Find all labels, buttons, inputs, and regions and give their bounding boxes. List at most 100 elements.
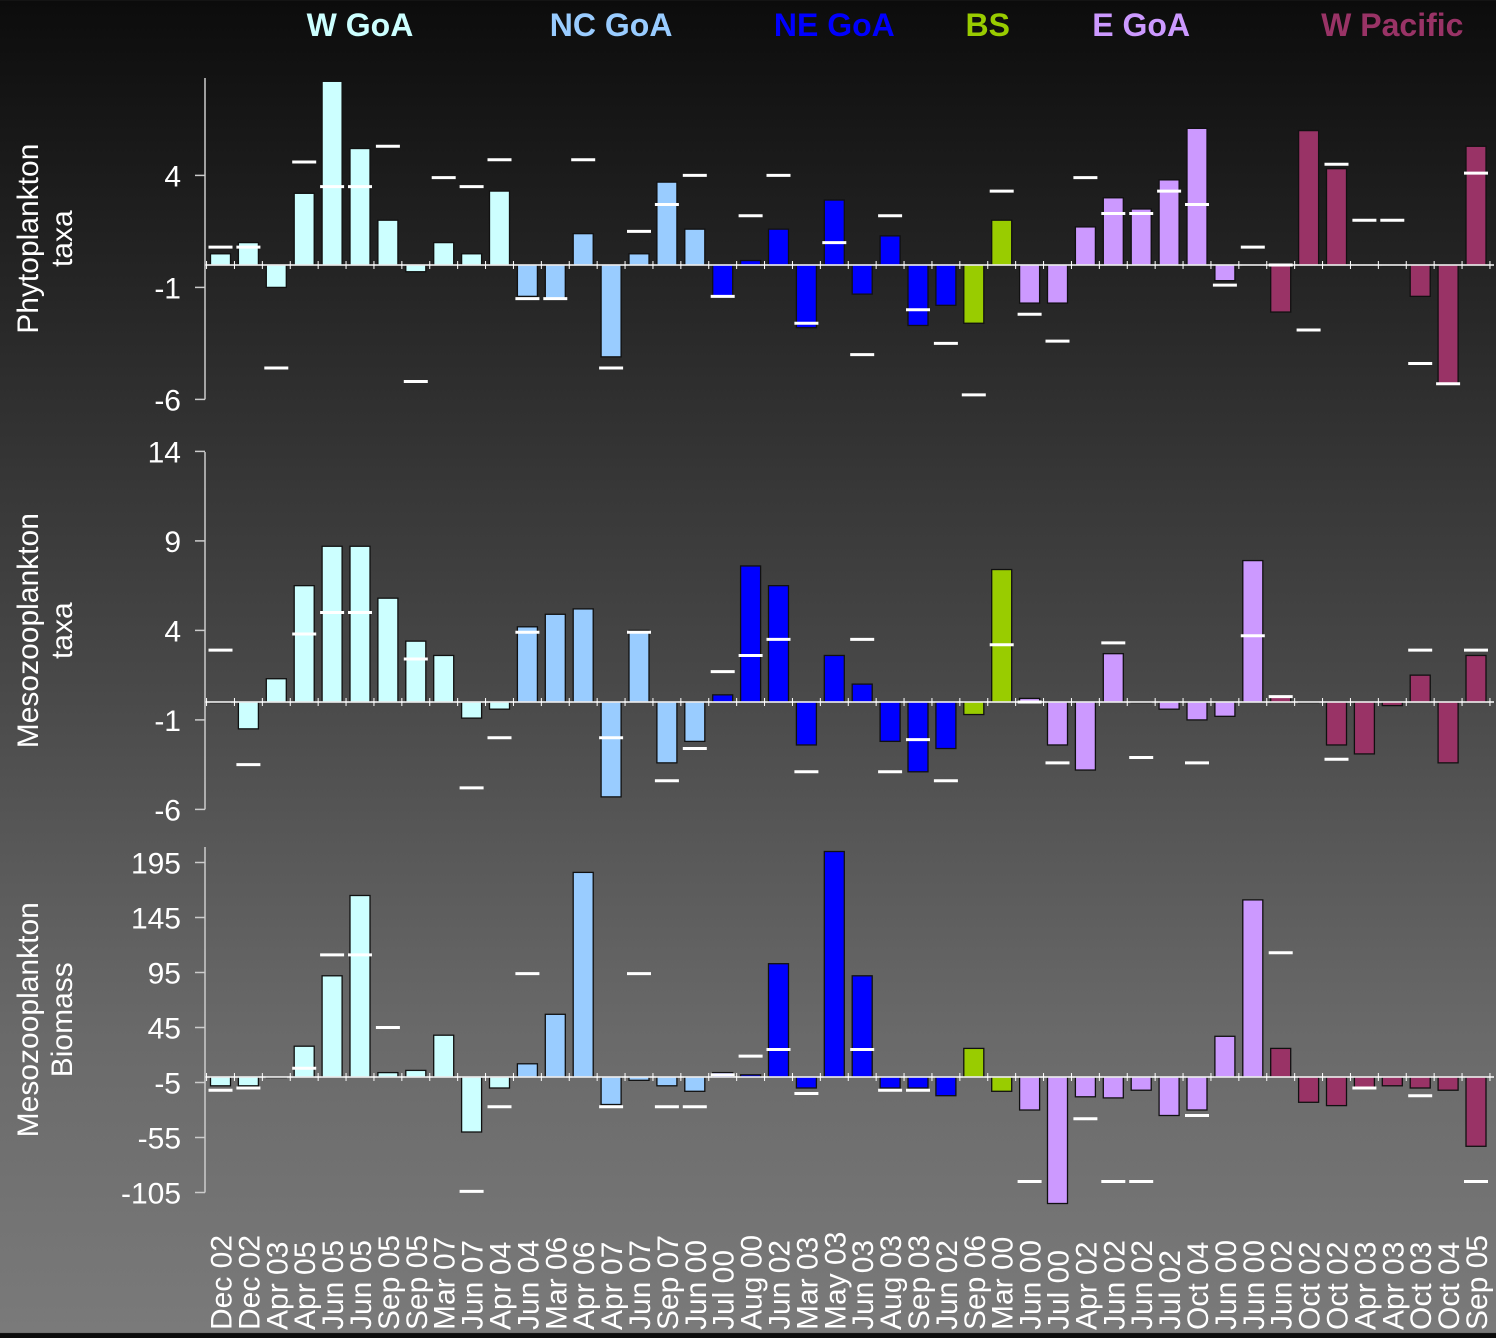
bar	[963, 701, 985, 716]
bar	[963, 1047, 985, 1078]
bar	[628, 253, 650, 266]
category-label: Jun 00	[1238, 1240, 1271, 1330]
bar	[1297, 129, 1320, 266]
panel-y-label-line: taxa	[46, 602, 79, 659]
bar	[712, 264, 734, 298]
region-label-4: E GoA	[1092, 7, 1190, 43]
bar	[516, 1063, 539, 1078]
category-label: May 03	[819, 1232, 852, 1330]
bar	[1270, 264, 1292, 313]
bar	[1353, 1076, 1376, 1089]
bar	[1046, 264, 1069, 304]
bar	[963, 264, 985, 324]
bar	[907, 1076, 929, 1089]
category-label: Sep 05	[373, 1235, 406, 1330]
bar	[460, 253, 483, 266]
bar	[1074, 701, 1097, 771]
panel-y-label: Phytoplanktontaxa	[12, 144, 79, 334]
bar	[349, 894, 371, 1078]
category-label: Apr 06	[568, 1242, 601, 1330]
bar	[851, 975, 873, 1078]
bar	[293, 192, 315, 266]
bar	[488, 190, 511, 266]
bar	[405, 264, 427, 273]
category-label: Dec 02	[206, 1235, 239, 1330]
y-tick-label: -1	[154, 705, 181, 738]
bar	[544, 1013, 566, 1078]
bar	[321, 545, 343, 703]
bar	[1353, 701, 1376, 755]
y-tick-label: 14	[148, 436, 181, 469]
bar	[1158, 701, 1180, 710]
bar	[1158, 179, 1180, 266]
bar	[879, 235, 901, 266]
category-label: Jul 02	[1154, 1250, 1187, 1330]
bar	[656, 181, 678, 266]
category-label: Aug 03	[875, 1235, 908, 1330]
y-tick-label: 4	[164, 160, 181, 193]
bar	[1325, 701, 1348, 746]
category-label: Apr 03	[261, 1242, 294, 1330]
bar	[935, 701, 957, 750]
bar	[656, 701, 678, 764]
bar	[1186, 127, 1208, 266]
category-label: Jun 04	[512, 1240, 545, 1330]
bar	[656, 1076, 678, 1087]
bar	[991, 568, 1013, 703]
category-label: Jun 02	[1266, 1240, 1299, 1330]
bar	[879, 1076, 901, 1089]
bar	[767, 228, 790, 266]
panel-y-label: Mesozooplanktontaxa	[12, 513, 79, 748]
bar	[767, 963, 790, 1078]
bar	[1325, 1076, 1348, 1107]
category-label: Oct 02	[1322, 1242, 1355, 1330]
bar	[795, 264, 818, 329]
bar	[1102, 653, 1124, 703]
category-label: Jun 02	[1098, 1240, 1131, 1330]
bar	[349, 545, 371, 703]
bar	[460, 701, 483, 719]
bar	[1270, 1047, 1292, 1078]
panel-y-label-line: taxa	[46, 210, 79, 267]
category-label: Jun 00	[680, 1240, 713, 1330]
bar	[935, 264, 957, 306]
bar	[237, 1076, 260, 1087]
bar	[823, 199, 845, 266]
bar	[1437, 701, 1459, 764]
bar	[349, 147, 371, 266]
bar	[600, 1076, 622, 1106]
bar	[600, 701, 622, 798]
bar	[1214, 701, 1236, 717]
bar	[1409, 264, 1431, 298]
category-label: Sep 03	[903, 1235, 936, 1330]
bar	[1130, 1076, 1152, 1091]
bar	[1018, 264, 1041, 304]
bar	[321, 975, 343, 1078]
bar	[572, 232, 594, 266]
bar	[1242, 899, 1264, 1078]
y-tick-label: -6	[154, 384, 181, 417]
category-label: Jul 00	[708, 1250, 741, 1330]
category-label: Mar 00	[987, 1237, 1020, 1330]
region-label-3: BS	[966, 7, 1010, 43]
bar	[1297, 1076, 1320, 1103]
bar	[767, 585, 790, 703]
bar	[1046, 1076, 1069, 1205]
bar	[851, 264, 873, 295]
bar	[823, 850, 845, 1078]
bar	[1074, 226, 1097, 266]
bar	[684, 228, 706, 266]
bar	[488, 701, 511, 710]
bar	[684, 701, 706, 743]
bar	[1018, 1076, 1041, 1111]
bar	[544, 613, 566, 703]
bar	[1465, 1076, 1487, 1147]
bar	[1242, 559, 1264, 703]
y-tick-label: 95	[148, 958, 181, 991]
bar	[265, 678, 287, 703]
y-tick-label: -55	[138, 1123, 181, 1156]
panel-y-label-line: Mesozooplankton	[12, 513, 45, 748]
bar	[237, 701, 260, 730]
bar	[1437, 264, 1459, 385]
